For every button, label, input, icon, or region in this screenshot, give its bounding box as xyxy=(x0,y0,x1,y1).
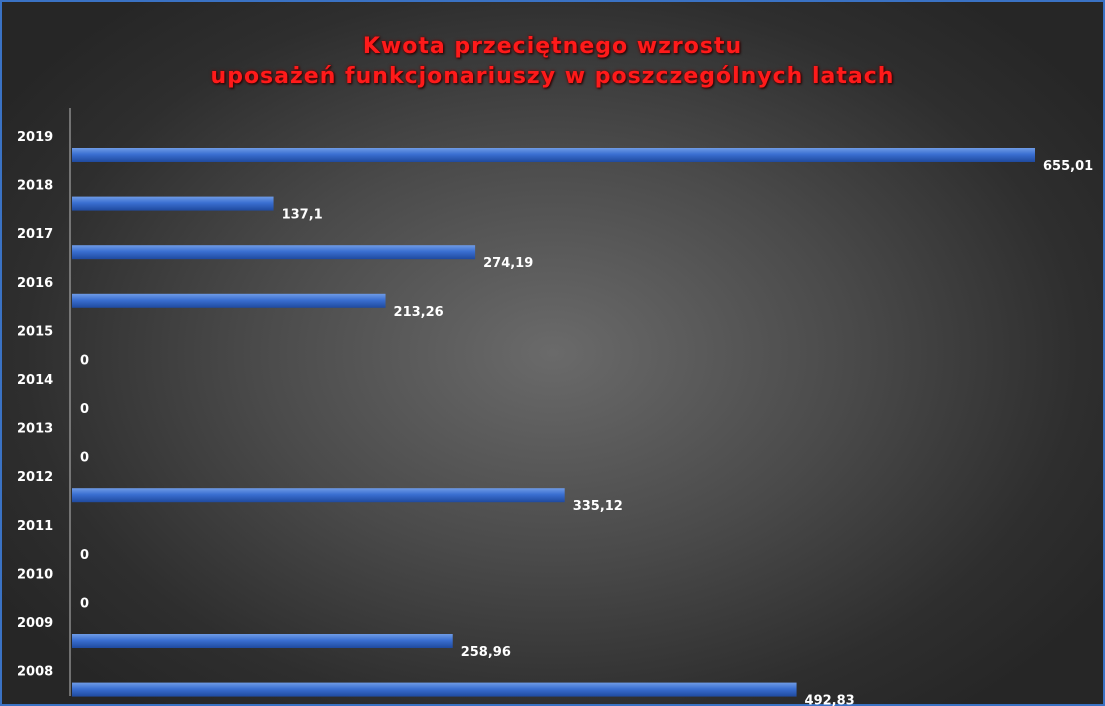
data-label: 655,01 xyxy=(1043,159,1093,174)
y-tick-label: 2014 xyxy=(17,373,53,388)
y-tick-label: 2008 xyxy=(17,665,53,680)
y-tick-label: 2018 xyxy=(17,179,53,194)
data-label: 0 xyxy=(80,451,89,466)
y-tick-label: 2009 xyxy=(17,616,53,631)
y-tick-label: 2012 xyxy=(17,470,53,485)
data-label: 0 xyxy=(80,548,89,563)
bar-2018 xyxy=(72,196,274,211)
data-label: 0 xyxy=(80,596,89,611)
bar-2017 xyxy=(72,245,476,260)
data-label: 335,12 xyxy=(573,499,623,514)
y-tick-label: 2010 xyxy=(17,567,53,582)
chart-title: Kwota przeciętnego wzrostu uposażeń funk… xyxy=(2,32,1103,92)
data-label: 0 xyxy=(80,353,89,368)
data-label: 137,1 xyxy=(282,208,323,223)
y-tick-label: 2013 xyxy=(17,422,53,437)
y-tick-label: 2019 xyxy=(17,130,53,145)
bar-2009 xyxy=(72,634,453,648)
y-tick-label: 2015 xyxy=(17,324,53,339)
data-label: 213,26 xyxy=(394,305,444,320)
y-tick-label: 2011 xyxy=(17,519,53,534)
y-tick-label: 2017 xyxy=(17,227,53,242)
data-label: 258,96 xyxy=(461,645,511,660)
data-label: 0 xyxy=(80,402,89,417)
chart-title-line-1: Kwota przeciętnego wzrostu xyxy=(362,34,743,59)
bar-2008 xyxy=(72,682,797,697)
data-label: 492,83 xyxy=(805,694,855,706)
data-label: 274,19 xyxy=(483,256,533,271)
y-tick-label: 2016 xyxy=(17,276,53,291)
chart-title-line-2: uposażeń funkcjonariuszy w poszczególnyc… xyxy=(210,64,895,89)
bar-2019 xyxy=(72,148,1035,162)
bar-2016 xyxy=(72,293,386,308)
bar-2012 xyxy=(72,488,565,503)
